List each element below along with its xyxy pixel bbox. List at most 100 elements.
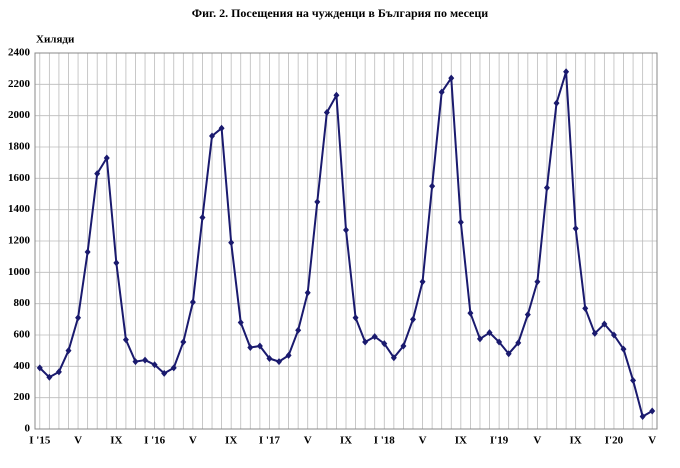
y-tick-label: 1000: [8, 266, 31, 278]
data-point: [295, 326, 302, 334]
data-point: [534, 278, 541, 286]
data-point: [75, 314, 82, 322]
y-tick-label: 2000: [8, 109, 31, 121]
data-point: [553, 99, 560, 107]
x-tick-label: IX: [340, 435, 352, 447]
y-tick-label: 1800: [8, 141, 31, 153]
x-tick-label: I '16: [144, 435, 166, 447]
data-point: [247, 344, 254, 352]
data-point: [323, 109, 330, 117]
data-point: [122, 336, 129, 344]
y-tick-label: 1600: [8, 172, 31, 184]
data-point: [36, 364, 43, 372]
data-point: [524, 311, 531, 319]
data-point: [429, 182, 436, 190]
data-point: [486, 329, 493, 337]
data-point: [362, 338, 369, 346]
x-tick-label: I '18: [374, 435, 396, 447]
data-point: [189, 298, 196, 306]
data-point: [333, 91, 340, 99]
y-tick-label: 200: [14, 391, 31, 403]
data-point: [563, 68, 570, 76]
data-point: [142, 356, 149, 364]
data-point: [199, 214, 206, 221]
data-point: [409, 315, 416, 323]
data-point: [639, 412, 646, 420]
data-point: [505, 350, 512, 358]
data-point: [276, 358, 283, 366]
x-tick-label: V: [189, 435, 197, 447]
x-tick-label: V: [533, 435, 541, 447]
data-point: [46, 373, 53, 381]
data-point: [228, 239, 235, 247]
data-point: [285, 351, 292, 359]
data-point: [132, 358, 139, 366]
y-tick-label: 0: [25, 423, 31, 435]
data-point: [438, 88, 445, 96]
y-tick-label: 800: [14, 297, 31, 309]
data-point: [209, 132, 216, 140]
data-point: [161, 369, 168, 377]
y-axis-label: Хиляди: [36, 34, 75, 46]
data-point: [84, 248, 91, 256]
data-point: [591, 329, 598, 337]
data-point: [103, 154, 110, 162]
y-tick-label: 2200: [8, 78, 31, 90]
x-tick-label: V: [74, 435, 82, 447]
y-tick-label: 2400: [8, 47, 31, 59]
data-point: [610, 331, 617, 339]
x-tick-label: IX: [225, 435, 237, 447]
data-point: [170, 364, 177, 372]
data-point: [343, 226, 349, 234]
data-point: [620, 345, 627, 353]
data-point: [180, 338, 187, 346]
data-point: [94, 170, 101, 178]
x-tick-label: V: [304, 435, 312, 447]
data-point: [304, 289, 311, 297]
chart-title: Фиг. 2. Посещения на чужденци в България…: [192, 6, 489, 20]
data-point: [371, 333, 378, 341]
x-tick-label: V: [419, 435, 427, 447]
data-point: [630, 376, 637, 384]
y-tick-label: 1200: [8, 235, 31, 247]
x-tick-label: V: [648, 435, 656, 447]
data-point: [448, 74, 455, 82]
x-tick-label: I '17: [259, 435, 281, 447]
x-tick-label: IX: [455, 435, 467, 447]
data-point: [543, 184, 550, 192]
x-tick-label: IX: [570, 435, 582, 447]
x-tick-label: I '15: [29, 435, 51, 447]
x-tick-label: I'19: [490, 435, 509, 447]
data-point: [256, 342, 263, 350]
data-point: [151, 361, 158, 369]
data-point: [390, 354, 397, 362]
data-point: [601, 320, 608, 328]
data-point: [352, 314, 359, 322]
y-tick-label: 1400: [8, 203, 31, 215]
data-point: [218, 124, 225, 132]
data-point: [419, 278, 426, 286]
x-tick-label: I'20: [605, 435, 624, 447]
data-point: [314, 198, 321, 206]
y-tick-label: 400: [14, 360, 31, 372]
data-point: [649, 407, 656, 415]
data-point: [381, 340, 388, 348]
data-point: [582, 304, 589, 312]
plot-frame: [34, 52, 658, 430]
data-point: [496, 338, 503, 346]
data-point: [457, 218, 464, 226]
data-point: [572, 224, 579, 232]
data-point: [266, 355, 273, 362]
data-point: [400, 342, 407, 350]
data-point: [65, 347, 72, 355]
data-point: [467, 309, 474, 317]
data-point: [237, 318, 244, 326]
data-point: [476, 335, 483, 343]
y-tick-label: 600: [14, 329, 31, 341]
data-point: [113, 259, 120, 267]
x-tick-label: IX: [110, 435, 122, 447]
data-point: [55, 368, 62, 376]
data-point: [515, 339, 522, 347]
